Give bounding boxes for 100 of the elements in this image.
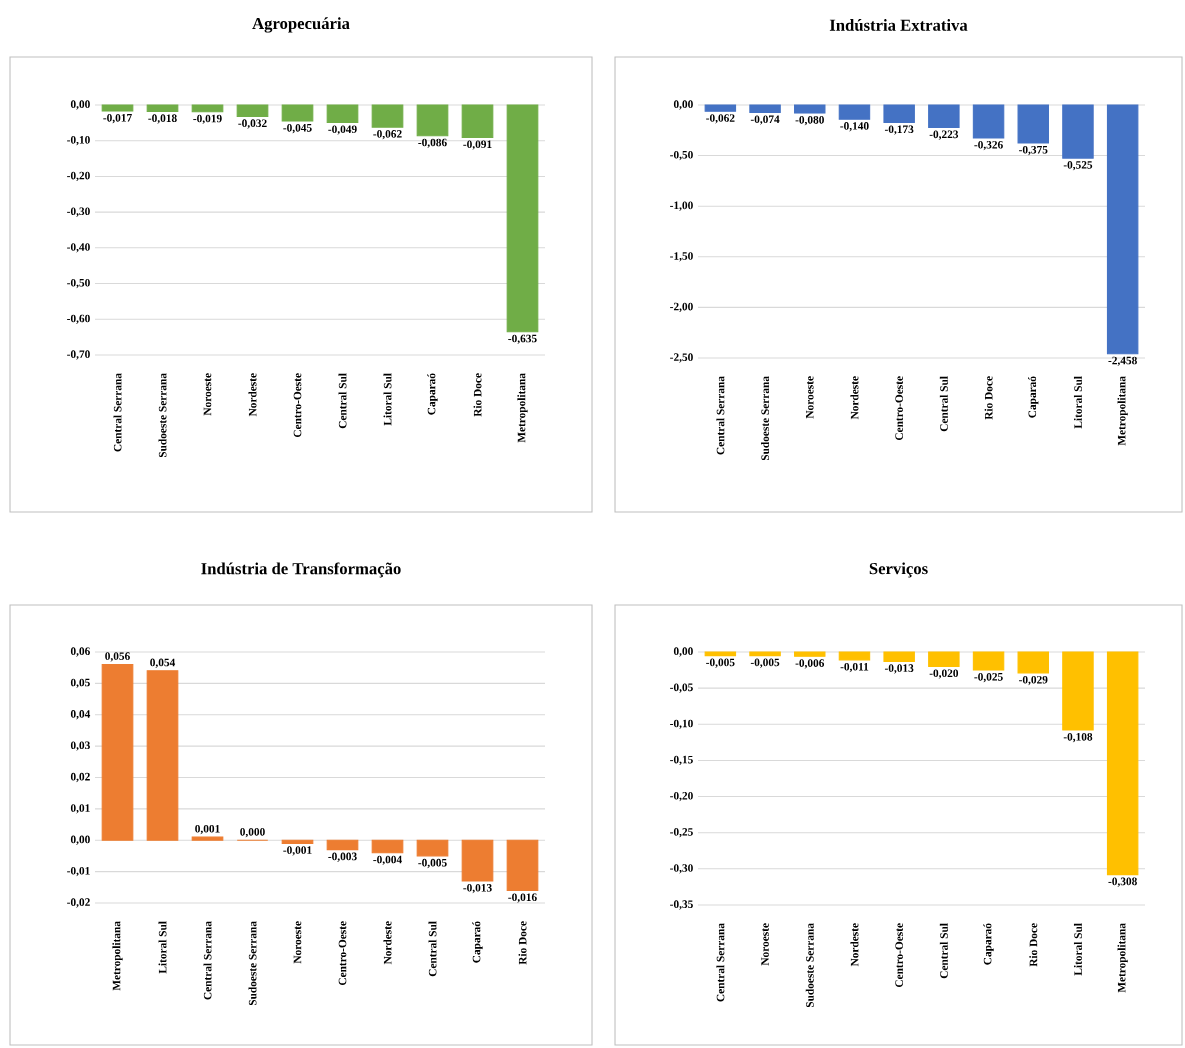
x-tick-label: Centro-Oeste [895, 923, 903, 988]
x-tick-label: Caparaó [1028, 376, 1039, 418]
y-tick-label: -0,50 [67, 278, 90, 289]
chart-title: Agropecuária [252, 17, 350, 33]
y-tick-label: 0,00 [673, 647, 693, 657]
x-tick-label: Nordeste [850, 923, 859, 967]
y-tick-label: -2,00 [670, 302, 693, 313]
y-tick-label: -0,50 [670, 150, 693, 161]
data-label: -0,308 [1108, 877, 1137, 887]
data-label: -0,045 [283, 124, 312, 134]
y-tick-label: -0,35 [670, 900, 693, 910]
data-label: -0,011 [840, 662, 869, 673]
x-tick-label: Centro-Oeste [338, 921, 347, 986]
x-tick-label: Litoral Sul [383, 373, 392, 426]
data-label: -0,375 [1019, 145, 1048, 156]
bar [326, 839, 359, 851]
chart-title: Serviços [869, 562, 928, 578]
bar [101, 664, 134, 841]
y-tick-label: -0,10 [67, 136, 90, 146]
x-tick-label: Centro-Oeste [293, 373, 302, 438]
x-tick-label: Centro-Oeste [895, 376, 903, 441]
x-tick-label: Litoral Sul [1073, 923, 1082, 976]
x-tick-label: Nordeste [850, 376, 859, 420]
data-label: -0,525 [1063, 161, 1093, 171]
data-label: -0,635 [508, 334, 537, 344]
data-label: -0,223 [929, 130, 959, 140]
y-tick-label: -0,30 [670, 864, 693, 874]
data-label: -0,013 [884, 664, 914, 674]
x-tick-label: Nordeste [248, 373, 257, 417]
x-tick-label: Sudoeste Serrana [248, 921, 257, 1006]
x-tick-label: Rio Doce [1029, 923, 1038, 967]
data-label: -0,005 [706, 658, 735, 668]
data-label: -0,020 [929, 669, 959, 679]
x-tick-label: Sudoeste Serrana [805, 923, 814, 1008]
data-label: -0,091 [463, 140, 492, 150]
y-tick-label: -1,00 [670, 201, 693, 211]
data-label: -0,086 [418, 138, 447, 148]
y-tick-label: -0,20 [670, 791, 693, 802]
data-label: -0,013 [463, 883, 492, 894]
y-tick-label: -0,01 [67, 866, 90, 877]
data-label: -0,062 [373, 130, 402, 140]
data-label: -0,080 [795, 116, 824, 126]
x-tick-label: Noroeste [293, 921, 302, 964]
data-label: -0,005 [750, 658, 780, 668]
data-label: -0,062 [706, 114, 735, 124]
bar [281, 839, 314, 844]
chart-title: Indústria de Transformação [201, 562, 401, 578]
x-tick-label: Central Sul [428, 921, 437, 977]
y-tick-label: 0,02 [70, 772, 90, 783]
x-tick-label: Metropolitana [1117, 376, 1128, 446]
data-label: 0,000 [240, 828, 265, 838]
x-tick-label: Central Serrana [203, 921, 212, 1000]
data-label: -0,006 [795, 659, 825, 669]
chart-title: Indústria Extrativa [829, 19, 968, 31]
data-label: 0,001 [195, 824, 220, 835]
x-tick-label: Caparaó [983, 923, 994, 965]
data-label: -0,004 [373, 855, 402, 866]
y-tick-label: 0,01 [70, 804, 90, 814]
y-tick-label: 0,00 [70, 100, 90, 110]
data-label: -0,326 [974, 140, 1003, 151]
x-tick-label: Nordeste [383, 921, 392, 965]
y-tick-label: 0,06 [70, 647, 90, 657]
bar [461, 839, 494, 882]
y-tick-label: 0,05 [70, 678, 90, 689]
data-label: -0,018 [148, 114, 177, 124]
bar [371, 839, 404, 854]
y-tick-label: -0,05 [670, 683, 693, 693]
x-tick-label: Noroeste [761, 923, 769, 966]
data-label: 0,056 [105, 652, 130, 662]
data-label: -0,025 [974, 673, 1003, 683]
data-label: -0,074 [750, 115, 780, 125]
x-tick-label: Central Serrana [716, 923, 725, 1002]
data-label: -0,017 [103, 114, 132, 124]
data-label: -0,001 [283, 846, 312, 856]
x-tick-label: Central Sul [338, 373, 347, 429]
x-tick-label: Noroeste [203, 373, 212, 416]
bar [191, 836, 224, 841]
data-label: -0,173 [884, 125, 914, 135]
data-label: -0,005 [418, 858, 447, 869]
data-label: 0,054 [150, 658, 176, 668]
data-label: -0,016 [508, 893, 537, 903]
data-label: -0,003 [328, 852, 357, 862]
x-tick-label: Caparaó [472, 921, 483, 963]
bar [146, 670, 179, 841]
x-tick-label: Central Serrana [716, 376, 725, 455]
x-tick-label: Rio Doce [518, 921, 527, 965]
y-tick-label: -0,02 [67, 898, 90, 908]
y-tick-label: -0,70 [67, 350, 90, 360]
bar [416, 839, 449, 857]
x-tick-label: Central Sul [939, 923, 948, 979]
data-label: -0,019 [193, 114, 222, 124]
y-tick-label: -0,25 [670, 828, 693, 838]
x-tick-label: Noroeste [805, 376, 814, 419]
y-tick-label: -0,15 [670, 755, 693, 766]
bar [506, 839, 539, 891]
y-tick-label: 0,04 [70, 710, 91, 720]
x-tick-label: Sudoeste Serrana [158, 373, 167, 458]
y-tick-label: -0,60 [67, 314, 90, 324]
x-tick-label: Metropolitana [517, 373, 528, 443]
data-label: -2,458 [1108, 356, 1137, 366]
